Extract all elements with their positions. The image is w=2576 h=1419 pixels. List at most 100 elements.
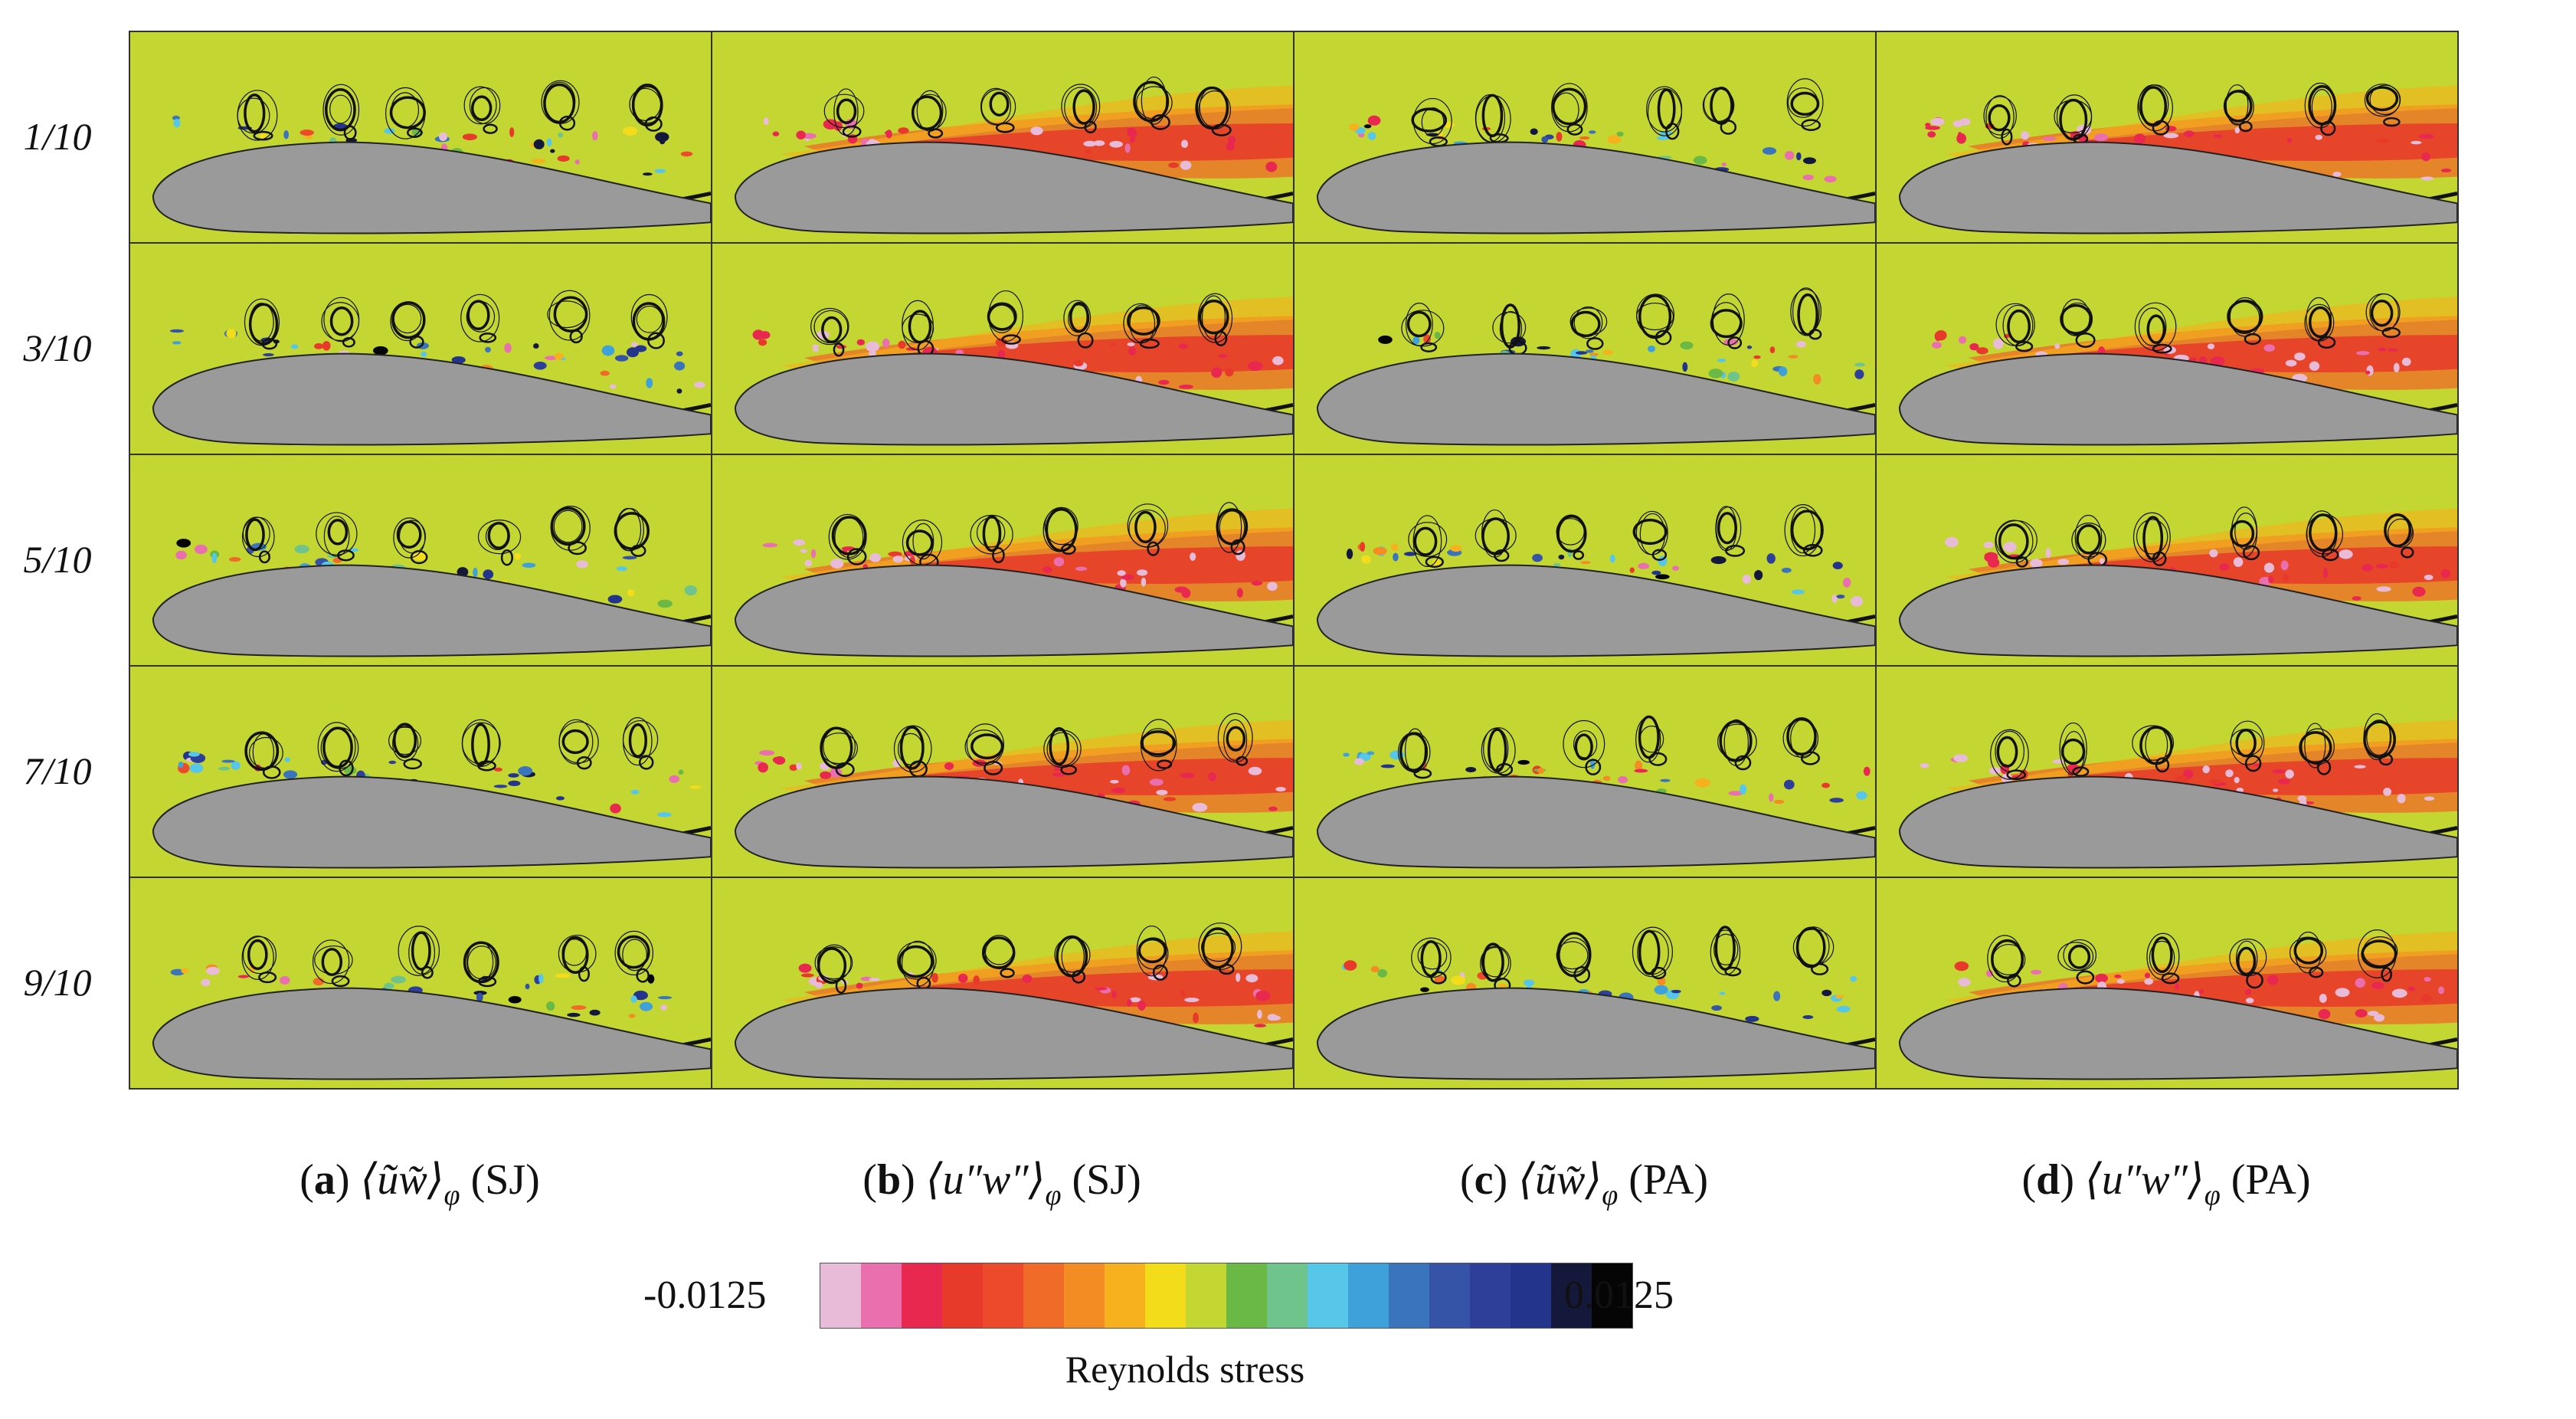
stress-blob [533,343,539,349]
vortex-contour [1702,88,1735,123]
airfoil [1898,352,2457,446]
stress-blob [259,133,267,139]
stress-blob [1434,331,1441,339]
stress-blob [1192,802,1208,812]
stress-blob [2245,988,2252,995]
stress-blob [1708,369,1723,379]
vortex-contour [249,303,274,342]
vortex-contour [2384,514,2413,547]
vortex-contour [1585,759,1602,775]
stress-blob [1783,779,1795,790]
stress-blob [2144,978,2153,985]
stress-blob [689,785,702,789]
vortex-contour [466,300,490,331]
vortex-contour [1397,732,1431,772]
flow-field [1877,455,2457,665]
stress-blob [1373,546,1387,555]
caption-case: (SJ) [470,1156,540,1204]
vortex-contour [1703,87,1734,122]
vortex-contour [569,329,583,344]
caption-subscript: φ [2204,1179,2221,1211]
vortex-contour [1064,87,1098,129]
stress-blob [2029,559,2043,568]
vortex-contour [2224,90,2254,125]
stress-blob [1236,588,1243,598]
stress-blob [2285,769,2294,779]
stress-blob [2207,343,2215,349]
stress-blob [391,975,407,984]
caption-quantity: ⟨u″w″⟩ [925,1156,1046,1204]
vortex-contour [1496,762,1514,776]
airfoil [152,564,711,657]
stress-blob [2133,133,2146,144]
stress-blob [1083,140,1097,147]
stress-blob [485,346,491,353]
stress-blob [1093,140,1105,146]
stress-blob [944,762,954,771]
vortex-contour [2155,757,2170,773]
vortex-contour [2151,936,2173,973]
stress-fringe [781,85,1293,158]
stress-blob [1275,787,1286,792]
stress-blob [1180,989,1186,998]
stress-blob [1742,574,1752,584]
stress-blob [957,973,968,983]
vortex-contour [1236,755,1249,766]
colorbar-swatch [1308,1263,1348,1328]
stress-blob [1095,987,1108,991]
stress-blob [2045,548,2051,559]
colorbar-swatch [1429,1263,1470,1328]
stress-blob [1984,552,1998,562]
stress-blob [1655,574,1670,580]
vortex-contour [1715,506,1742,550]
vortex-contour [897,942,937,980]
stress-blob [373,346,388,356]
stress-blob [1248,361,1263,372]
stress-blob [1629,567,1635,573]
stress-blob [2031,969,2042,975]
stress-blob [639,1001,653,1011]
flow-field [1295,32,1875,242]
vortex-contour [911,95,943,130]
stress-blob [656,812,672,818]
stress-blob [1346,549,1353,559]
vortex-contour [1043,508,1077,552]
stress-blob [1607,135,1622,144]
stress-blob [1117,570,1126,576]
stress-blob [1137,1000,1146,1011]
stress-blob [2199,989,2204,995]
stress-blob [2393,362,2400,372]
stress-blob [1959,118,1971,126]
stress-blob [633,990,648,1001]
vortex-contour [2244,755,2262,772]
stress-blob [462,133,478,141]
stress-blob [1795,340,1807,348]
row-label: 5/10 [23,538,92,581]
vortex-contour [2161,972,2180,985]
vortex-contour [1811,962,1829,975]
stress-blob [439,132,448,142]
stress-blob [2315,134,2322,140]
stress-blob [176,539,191,548]
vortex-contour [630,544,646,557]
vortex-contour [1797,293,1818,336]
vortex-contour [1655,329,1672,346]
vortex-contour [1056,935,1088,978]
vortex-contour [477,519,522,555]
stress-blob [1956,133,1966,144]
stress-blob [294,545,309,554]
stress-blob [1824,175,1837,183]
stress-blob [680,151,693,157]
stress-blob [1935,329,1947,341]
stress-blob [1541,136,1549,143]
row-label: 7/10 [23,749,92,792]
vortex-contour [1198,90,1232,130]
stress-fringe [1945,508,2457,581]
stress-blob [1168,162,1179,169]
vortex-contour [329,306,354,336]
stress-blob [1537,346,1551,350]
stress-blob [313,978,325,986]
vortex-contour [1802,544,1823,557]
stress-blob [1121,574,1135,581]
